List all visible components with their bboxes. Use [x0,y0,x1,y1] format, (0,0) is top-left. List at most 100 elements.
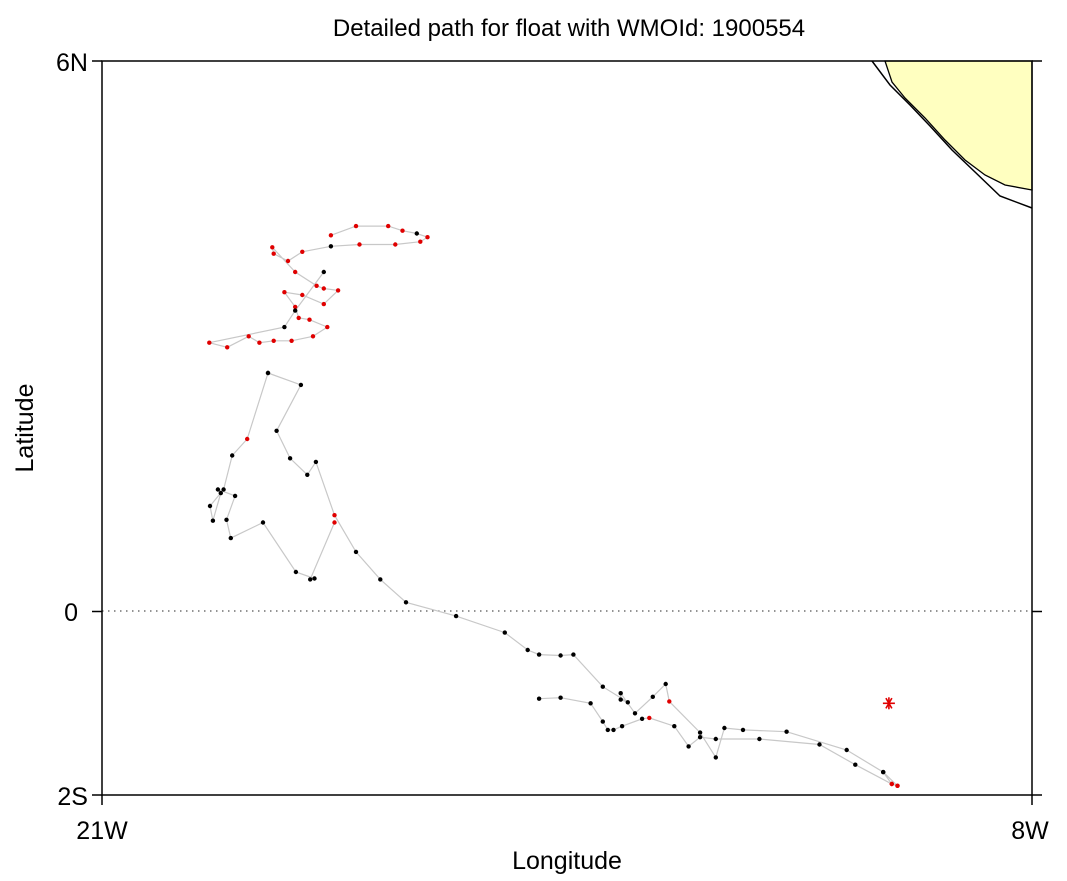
float-position-point [357,242,362,247]
float-position-point [282,290,287,295]
float-position-point [600,684,605,689]
y-tick-label-0: 0 [64,599,78,627]
float-position-point [403,600,409,605]
float-track-loop [209,372,336,581]
x-tick-label-8w: 8W [1011,817,1049,845]
float-position-point [307,317,312,322]
float-position-point [558,653,563,658]
float-position-point [844,747,849,753]
float-position-point [414,231,419,236]
float-position-point [667,699,672,704]
float-track-south [539,697,898,787]
float-position-point [305,472,310,477]
float-position-point [207,340,212,345]
float-position-point [625,700,630,705]
float-position-point [271,338,276,343]
float-position-point [321,269,326,275]
float-position-point [686,744,691,749]
float-position-point [740,727,746,733]
float-position-point [525,647,530,653]
float-position-point [400,228,405,233]
float-position-point [210,518,216,523]
land-area [884,60,1033,191]
float-position-point [285,258,291,264]
float-position-point [600,719,605,724]
float-position-point [722,725,727,731]
float-position-point [536,652,542,657]
float-position-point [889,781,894,787]
float-position-point [310,334,316,339]
float-position-point [618,691,623,696]
float-position-point [257,340,262,345]
float-position-point [300,249,305,254]
float-position-point [293,569,299,575]
float-position-point [619,724,625,729]
plot-frame [101,60,1033,796]
float-position-point [232,493,238,499]
float-position-point [418,239,423,244]
float-position-point [853,762,858,767]
float-position-point [274,428,279,433]
float-position-point [663,681,668,687]
float-track [209,225,898,787]
y-tick-label-2s: 2S [57,783,88,811]
float-position-point [298,382,304,388]
float-position-point [353,223,359,229]
x-axis-label: Longitude [512,847,622,875]
float-position-point [296,315,301,321]
last-position-marker [882,697,895,710]
float-position-point [221,487,226,492]
float-position-point [325,324,330,330]
float-position-point [784,729,789,734]
float-position-point [207,503,213,509]
float-position-point [245,436,250,442]
float-position-point [293,304,298,310]
float-position-point [271,251,276,256]
float-position-point [218,490,223,496]
float-position-point [335,288,341,293]
float-position-point [757,736,762,742]
float-position-point [558,695,563,700]
x-tick-label-21w: 21W [76,817,128,845]
float-position-point [647,715,652,721]
float-position-point [393,242,398,247]
float-position-point [293,269,298,275]
float-position-point [536,696,542,701]
float-position-point [453,613,459,619]
float-position-point [270,245,275,250]
float-position-point [632,711,638,716]
float-position-point [650,694,655,699]
float-position-point [265,370,271,376]
float-position-point [817,742,822,747]
float-position-point [312,576,317,581]
float-position-point [353,549,359,555]
float-position-point [321,286,326,291]
float-position-point [378,577,383,582]
float-positions [207,223,900,788]
y-axis-label: Latitude [11,384,39,473]
float-position-point [386,223,391,229]
float-position-point [260,520,266,525]
float-position-point [215,487,221,492]
float-position-point [230,453,235,458]
float-position-point [672,724,677,729]
coastline-offshore [871,60,1033,209]
float-position-point [293,308,298,313]
last-position-asterisk [882,697,895,710]
axis-ticks [92,60,1042,805]
float-position-point [502,630,507,635]
float-position-point [713,736,718,742]
float-position-point [287,456,293,461]
y-tick-label-6n: 6N [56,49,88,77]
float-position-point [588,701,593,706]
chart-title: Detailed path for float with WMOId: 1900… [333,15,805,42]
float-position-point [308,577,313,582]
float-position-point [332,513,337,518]
float-position-point [881,769,886,775]
float-position-point [246,334,251,339]
float-position-point [313,459,319,465]
float-position-point [571,652,576,657]
float-position-point [224,517,229,522]
float-position-point [895,783,900,788]
